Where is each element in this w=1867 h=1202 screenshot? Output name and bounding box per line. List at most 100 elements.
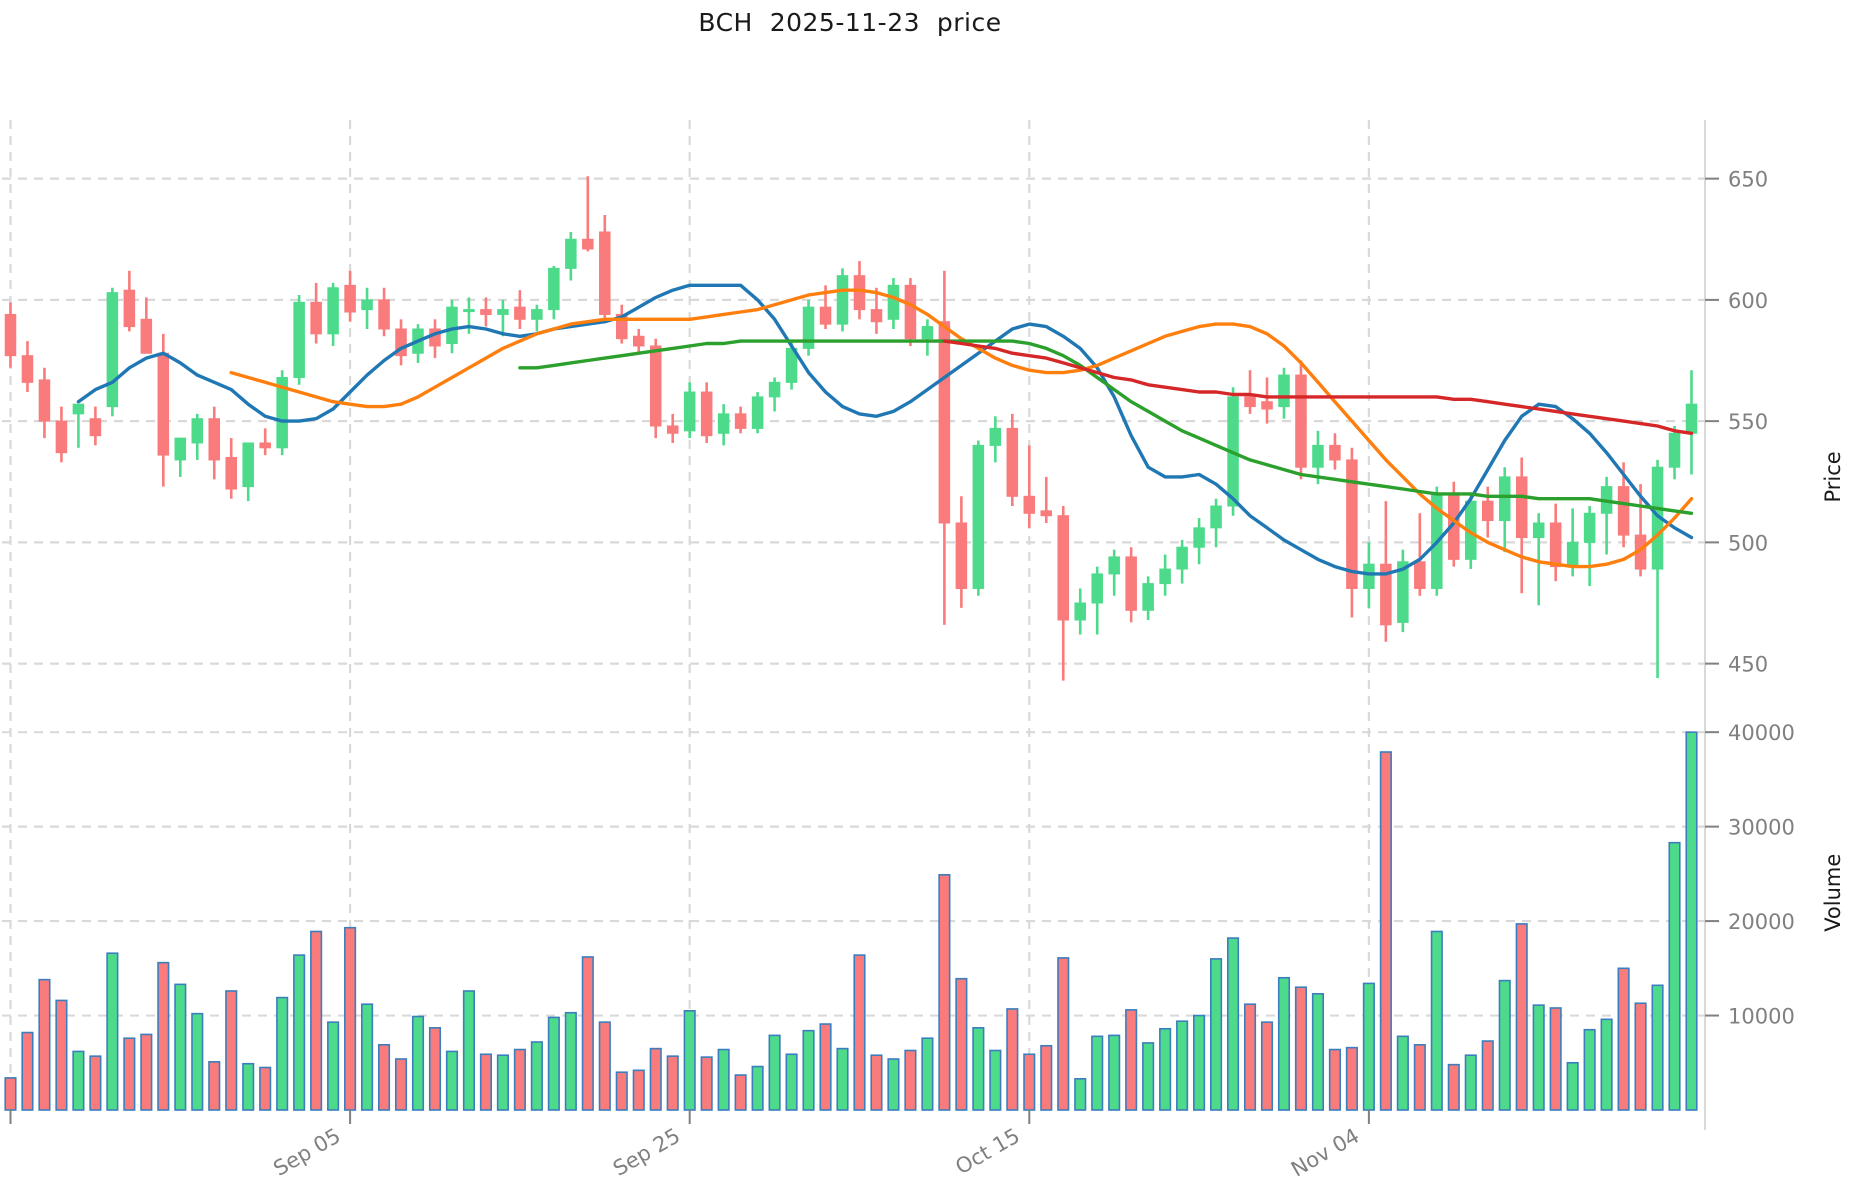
candle-body — [1685, 403, 1698, 434]
volume-bar — [1243, 1003, 1257, 1111]
volume-bar — [649, 1047, 662, 1111]
candle-body — [904, 284, 917, 340]
candle-body — [1176, 546, 1188, 570]
volume-bar — [1447, 1063, 1460, 1111]
volume-bar — [1379, 751, 1392, 1111]
candle-body — [1532, 522, 1545, 539]
volume-bar — [1396, 1035, 1409, 1111]
volume-bar — [921, 1037, 934, 1111]
volume-bar — [428, 1027, 442, 1111]
volume-bar — [1226, 937, 1240, 1111]
candle-body — [106, 292, 119, 408]
candle-body — [700, 391, 713, 437]
candle-body — [1583, 512, 1596, 543]
volume-bar — [1634, 1002, 1647, 1111]
candle-body — [582, 238, 594, 250]
volume-bar — [564, 1011, 577, 1111]
candle-body — [1040, 510, 1053, 517]
volume-bar — [836, 1047, 849, 1111]
candle-body — [548, 267, 560, 311]
price-axis-title: Price — [1821, 451, 1845, 502]
volume-bar — [1566, 1061, 1579, 1111]
volume-bar — [1600, 1018, 1613, 1111]
volume-bar — [1091, 1035, 1104, 1111]
chart-title: BCH 2025-11-23 price — [698, 8, 1002, 37]
candle-body — [1074, 602, 1086, 621]
volume-bar — [802, 1029, 815, 1111]
candle-body — [734, 413, 747, 429]
volume-bar — [1583, 1028, 1596, 1111]
volume-bar — [445, 1050, 459, 1111]
volume-bar — [887, 1058, 900, 1111]
candle-body — [1329, 444, 1341, 461]
candle-body — [1244, 396, 1256, 408]
candle-body — [1515, 476, 1528, 539]
axis-tick-label: 20000 — [1728, 910, 1795, 934]
candle-body — [276, 376, 288, 449]
candle-body — [1278, 374, 1290, 408]
axis-tick-label: Nov 04 — [1287, 1124, 1363, 1182]
candle-body — [1346, 459, 1358, 589]
volume-bar — [666, 1055, 679, 1111]
candle-body — [480, 309, 492, 315]
candle-body — [870, 309, 883, 323]
candle-body — [1617, 486, 1630, 536]
candle-body — [1481, 500, 1494, 522]
volume-bar — [1023, 1053, 1036, 1111]
volume-bar — [310, 930, 323, 1111]
candle-body — [1261, 401, 1273, 410]
candle-body — [819, 306, 832, 325]
candle-body — [531, 309, 543, 320]
candle-body — [378, 299, 390, 330]
candle-body — [649, 345, 662, 427]
candle-body — [1193, 527, 1205, 548]
candle-body — [140, 318, 153, 354]
volume-bar — [1260, 1021, 1274, 1111]
volume-bar — [1057, 957, 1070, 1111]
volume-bar — [1159, 1027, 1172, 1111]
candle-body — [565, 238, 577, 269]
candle-body — [225, 457, 237, 490]
volume-bar — [1362, 982, 1375, 1111]
volume-bar — [462, 990, 476, 1111]
candle-body — [463, 309, 475, 313]
volume-bar — [1193, 1014, 1206, 1111]
volume-bar — [1210, 958, 1223, 1111]
candle-body — [1295, 374, 1307, 468]
volume-bar — [632, 1069, 645, 1111]
candle-body — [1549, 522, 1562, 568]
volume-bar — [1617, 967, 1630, 1111]
volume-bar — [1685, 731, 1698, 1111]
candle-body — [497, 309, 509, 315]
candle-body — [751, 396, 764, 429]
volume-bar — [1651, 984, 1664, 1111]
volume-bar — [1668, 841, 1681, 1111]
axis-tick-label: 40000 — [1728, 721, 1795, 745]
volume-bar — [55, 999, 68, 1111]
volume-bar — [21, 1031, 34, 1111]
candle-body — [989, 427, 1002, 446]
candle-body — [310, 301, 322, 335]
candle-body — [972, 444, 985, 589]
volume-bar — [700, 1056, 713, 1111]
volume-bar — [174, 983, 187, 1111]
candle-body — [514, 306, 526, 320]
volume-bar — [955, 977, 968, 1111]
volume-bar — [717, 1048, 730, 1111]
candle-body — [1006, 427, 1019, 497]
candle-body — [632, 335, 645, 347]
candle-body — [446, 306, 458, 345]
volume-bar — [1142, 1042, 1155, 1111]
volume-bar — [344, 926, 357, 1111]
axis-tick-label: Aug 16 — [0, 1124, 5, 1182]
volume-bar — [276, 996, 289, 1111]
volume-bar — [293, 954, 306, 1111]
volume-bar — [1413, 1044, 1426, 1111]
volume-bar — [989, 1049, 1002, 1111]
ma-line-ma_long — [518, 339, 1694, 515]
volume-bar — [870, 1054, 883, 1111]
candle-body — [4, 313, 17, 357]
candle-body — [836, 275, 849, 325]
volume-bar — [225, 990, 238, 1111]
